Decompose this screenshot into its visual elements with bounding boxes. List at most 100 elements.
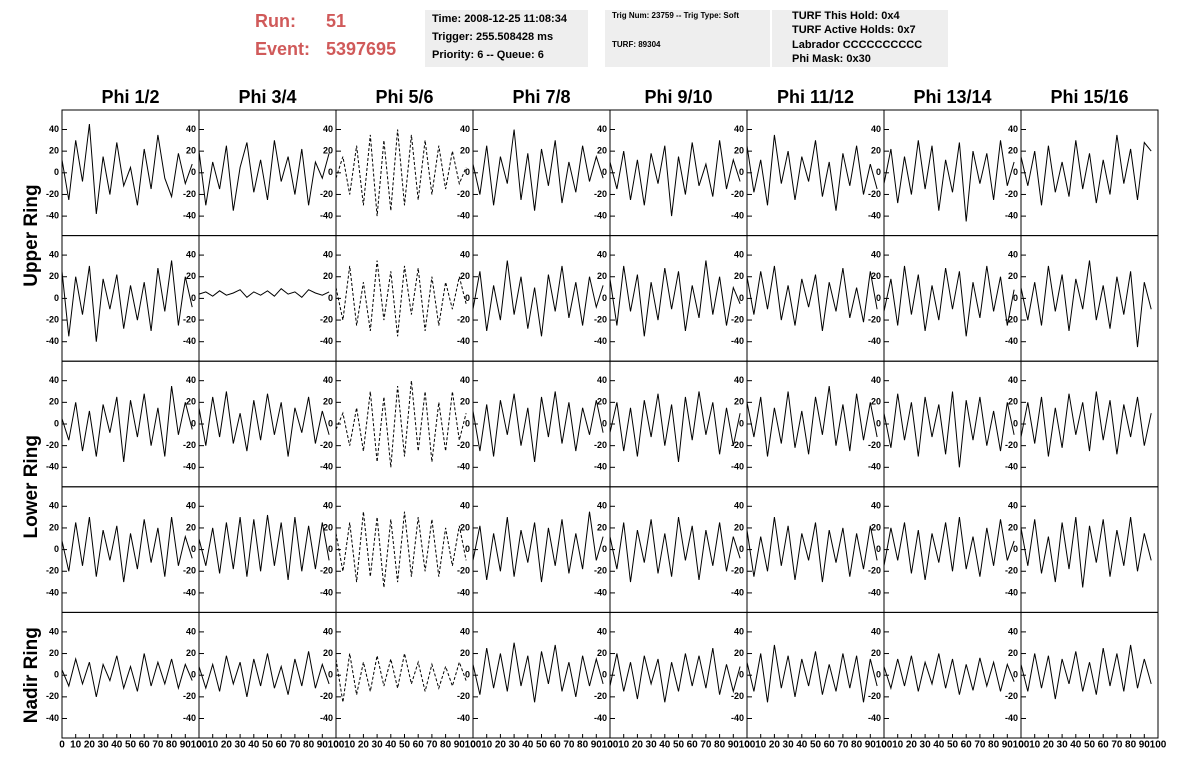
run-number: 51 <box>326 11 346 31</box>
y-tick-label: 20 <box>597 146 607 156</box>
waveform <box>746 644 878 703</box>
y-tick-label: 40 <box>871 124 881 134</box>
x-tick-label: 30 <box>1057 740 1069 751</box>
y-tick-label: 40 <box>186 375 196 385</box>
y-tick-label: 40 <box>323 375 333 385</box>
x-tick-label: 10 <box>892 740 904 751</box>
y-tick-label: -40 <box>731 713 744 723</box>
y-tick-label: -20 <box>594 691 607 701</box>
x-tick-label: 70 <box>837 740 849 751</box>
waveform <box>335 380 467 468</box>
info-box <box>605 10 770 67</box>
y-tick-label: -40 <box>183 587 196 597</box>
waveform <box>61 124 193 214</box>
x-tick-label: 10 <box>1029 740 1041 751</box>
y-tick-label: 40 <box>186 124 196 134</box>
y-tick-label: -20 <box>183 440 196 450</box>
x-tick-label: 70 <box>426 740 438 751</box>
x-tick-label: 40 <box>248 740 260 751</box>
y-tick-label: -20 <box>868 189 881 199</box>
y-tick-label: -40 <box>46 462 59 472</box>
y-tick-label: 20 <box>871 522 881 532</box>
info-line: Trig Num: 23759 -- Trig Type: Soft <box>612 11 739 20</box>
y-tick-label: 0 <box>191 418 196 428</box>
y-tick-label: -20 <box>46 189 59 199</box>
y-tick-label: -40 <box>320 462 333 472</box>
y-tick-label: 0 <box>876 670 881 680</box>
x-tick-label: 100 <box>739 740 756 751</box>
waveform <box>472 129 604 211</box>
event-number: 5397695 <box>326 39 396 59</box>
waveform <box>883 140 1015 222</box>
y-tick-label: -20 <box>594 440 607 450</box>
panel-frame <box>883 486 1022 613</box>
y-tick-label: -20 <box>731 314 744 324</box>
x-tick-label: 90 <box>865 740 877 751</box>
x-tick-label: 20 <box>769 740 781 751</box>
x-tick-label: 90 <box>591 740 603 751</box>
y-tick-label: -40 <box>731 587 744 597</box>
y-tick-label: 40 <box>460 501 470 511</box>
y-tick-label: -40 <box>183 713 196 723</box>
x-tick-label: 80 <box>440 740 452 751</box>
y-tick-label: -40 <box>457 336 470 346</box>
y-tick-label: -40 <box>183 336 196 346</box>
y-tick-label: -40 <box>868 210 881 220</box>
y-tick-label: -20 <box>183 691 196 701</box>
x-tick-label: 60 <box>687 740 699 751</box>
y-tick-label: 40 <box>597 626 607 636</box>
info-line: TURF Active Holds: 0x7 <box>792 24 916 36</box>
run-label: Run: <box>255 11 296 31</box>
y-tick-label: 20 <box>871 397 881 407</box>
panel-frame <box>335 235 474 362</box>
waveform <box>1020 391 1152 457</box>
panel-frame <box>61 235 200 362</box>
y-tick-label: -20 <box>594 189 607 199</box>
y-tick-label: -40 <box>594 210 607 220</box>
y-tick-label: 0 <box>328 293 333 303</box>
waveform <box>61 386 193 462</box>
waveform <box>609 648 741 703</box>
y-tick-label: 20 <box>186 146 196 156</box>
x-tick-label: 60 <box>824 740 836 751</box>
y-tick-label: 20 <box>734 271 744 281</box>
y-tick-label: 40 <box>1008 626 1018 636</box>
x-tick-label: 60 <box>550 740 562 751</box>
y-tick-label: -20 <box>320 691 333 701</box>
waveform <box>746 134 878 211</box>
panel-frame <box>609 109 748 237</box>
panel-frame <box>335 109 474 237</box>
x-tick-label: 90 <box>1139 740 1151 751</box>
y-tick-label: -20 <box>1005 440 1018 450</box>
x-tick-label: 30 <box>372 740 384 751</box>
y-tick-label: 20 <box>734 397 744 407</box>
y-tick-label: 40 <box>597 501 607 511</box>
panel-frame <box>472 360 611 488</box>
x-tick-label: 30 <box>646 740 658 751</box>
y-tick-label: -20 <box>183 189 196 199</box>
y-tick-label: -40 <box>731 210 744 220</box>
y-tick-label: 20 <box>1008 271 1018 281</box>
y-tick-label: 20 <box>460 271 470 281</box>
x-tick-label: 50 <box>125 740 137 751</box>
y-tick-label: -20 <box>868 440 881 450</box>
x-tick-label: 70 <box>152 740 164 751</box>
column-header: Phi 7/8 <box>512 87 570 107</box>
y-tick-label: -20 <box>320 440 333 450</box>
y-tick-label: 40 <box>186 249 196 259</box>
y-tick-label: -20 <box>320 189 333 199</box>
y-tick-label: 20 <box>597 648 607 658</box>
y-tick-label: -40 <box>46 336 59 346</box>
y-tick-label: 20 <box>49 648 59 658</box>
x-tick-label: 10 <box>207 740 219 751</box>
x-tick-label: 100 <box>1150 740 1167 751</box>
y-tick-label: 0 <box>602 670 607 680</box>
info-line: Time: 2008-12-25 11:08:34 <box>432 13 568 25</box>
waveform <box>883 391 1015 468</box>
y-tick-label: -40 <box>457 210 470 220</box>
x-tick-label: 50 <box>536 740 548 751</box>
x-tick-label: 40 <box>1070 740 1082 751</box>
event-label: Event: <box>255 39 310 59</box>
waveform <box>1020 644 1152 700</box>
x-tick-label: 0 <box>881 740 887 751</box>
